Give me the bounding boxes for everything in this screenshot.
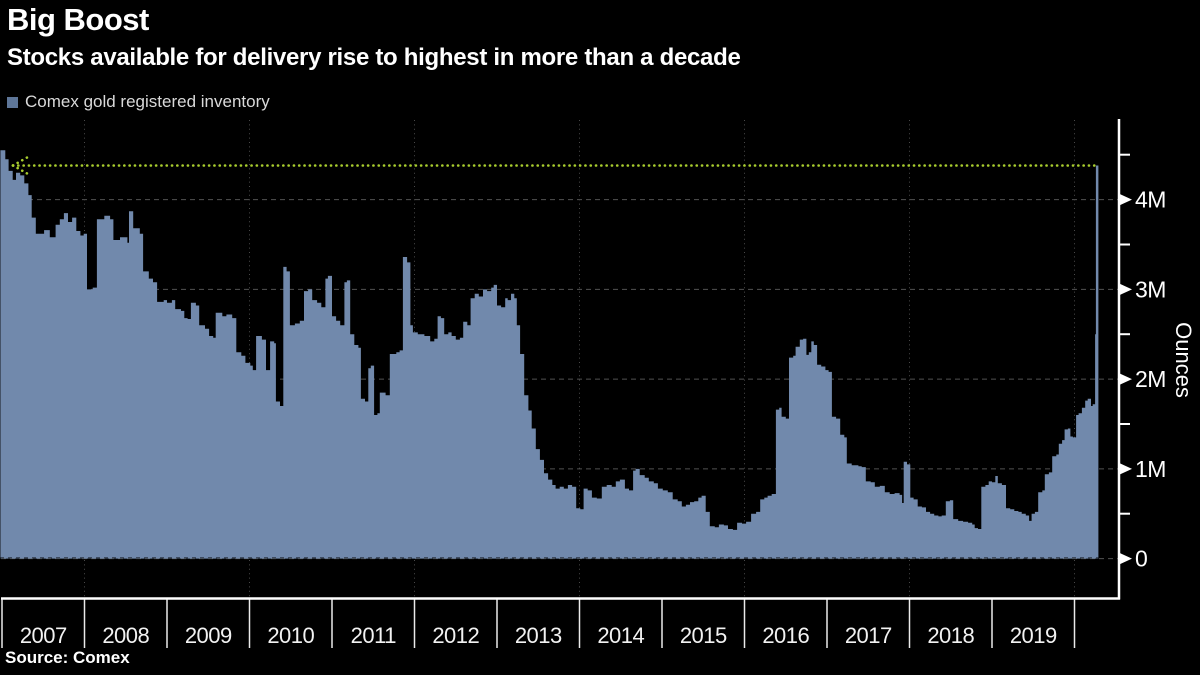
arrowhead-upper-icon	[11, 155, 30, 167]
y-tick-label: 2M	[1135, 366, 1166, 392]
y-tick-label: 3M	[1135, 276, 1166, 302]
source-note: Source: Comex	[5, 648, 130, 667]
x-tick-label: 2013	[515, 623, 562, 648]
y-major-tick	[1120, 553, 1132, 565]
x-tick-label: 2016	[762, 623, 809, 648]
y-major-tick	[1120, 463, 1132, 475]
axis-labels: 0 1M 2M 3M 4M 2007 2008 2009 2010 2011 2012 2013 201…	[20, 187, 1167, 648]
y-major-tick	[1120, 373, 1132, 385]
arrowhead-lower-icon	[11, 164, 30, 176]
area-series	[0, 150, 1099, 559]
x-tick-label: 2007	[20, 623, 67, 648]
x-tick-label: 2011	[351, 623, 397, 648]
x-tick-label: 2010	[267, 623, 314, 648]
y-tick-label: 4M	[1135, 187, 1166, 213]
legend-label: Comex gold registered inventory	[25, 92, 270, 111]
axis-ticks	[1, 153, 1132, 648]
x-tick-label: 2018	[927, 623, 974, 648]
inventory-area-series	[0, 150, 1099, 559]
legend: Comex gold registered inventory	[7, 92, 270, 112]
y-major-tick	[1120, 194, 1132, 206]
axes	[1, 119, 1121, 600]
y-axis-title: Ounces	[1171, 322, 1196, 398]
x-tick-label: 2012	[432, 623, 479, 648]
x-tick-label: 2008	[102, 623, 149, 648]
x-tick-label: 2014	[597, 623, 644, 648]
page-title: Big Boost	[7, 2, 149, 37]
y-major-tick	[1120, 283, 1132, 295]
x-tick-label: 2009	[185, 623, 232, 648]
x-tick-label: 2019	[1010, 623, 1057, 648]
y-tick-label: 1M	[1135, 456, 1166, 482]
page-subtitle: Stocks available for delivery rise to hi…	[7, 44, 741, 71]
x-tick-label: 2015	[680, 623, 727, 648]
legend-swatch-icon	[7, 96, 18, 108]
high-level-arrow-annotation	[11, 155, 1097, 176]
y-tick-label: 0	[1135, 546, 1147, 572]
x-tick-label: 2017	[845, 623, 892, 648]
